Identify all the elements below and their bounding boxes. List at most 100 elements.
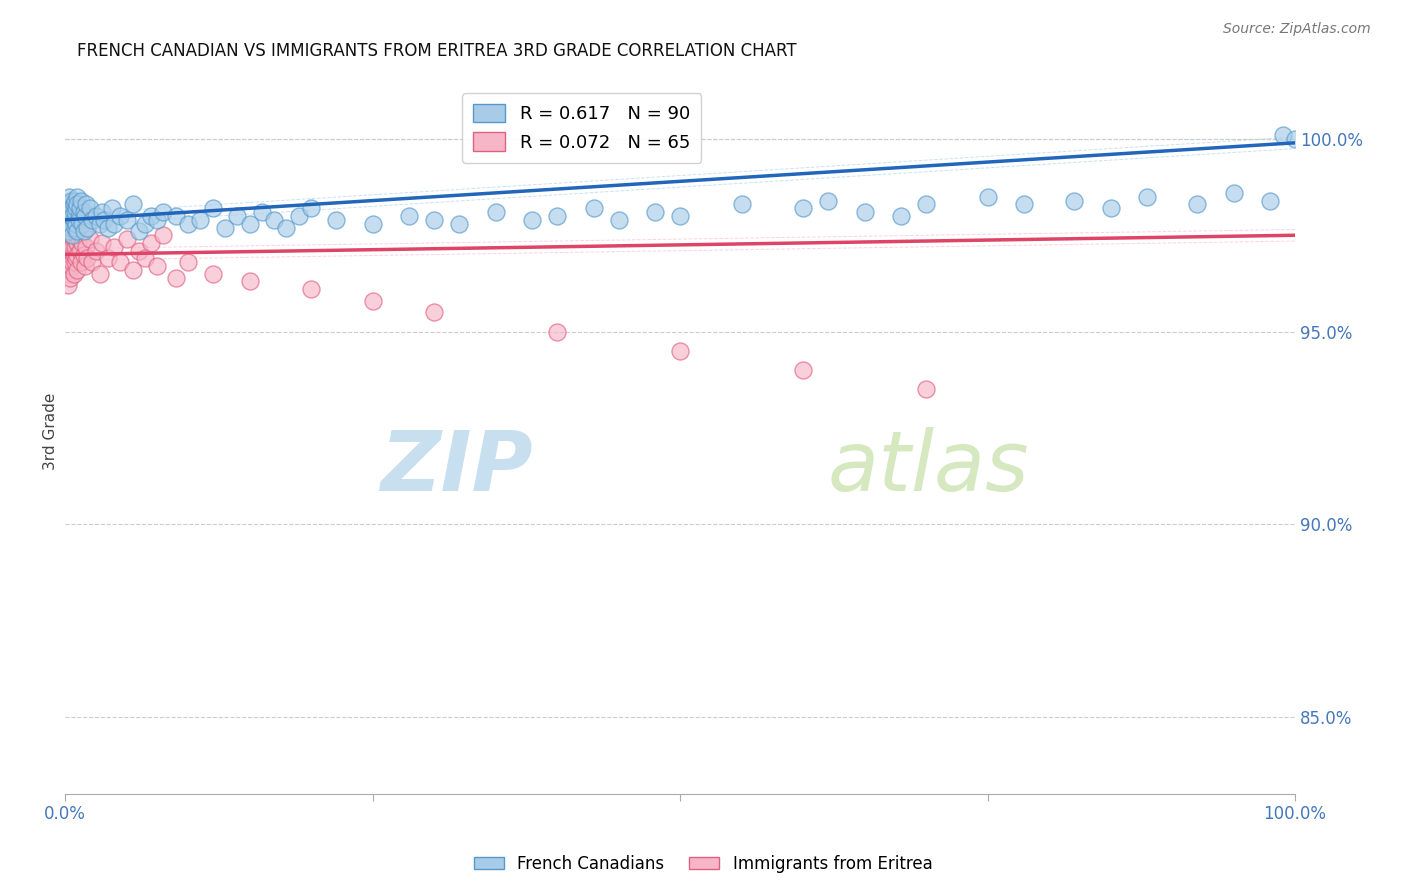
Point xyxy=(669,209,692,223)
Point xyxy=(56,212,79,227)
Text: Source: ZipAtlas.com: Source: ZipAtlas.com xyxy=(1223,22,1371,37)
Point xyxy=(146,212,169,227)
Legend: R = 0.617   N = 90, R = 0.072   N = 65: R = 0.617 N = 90, R = 0.072 N = 65 xyxy=(463,93,702,162)
Point xyxy=(361,217,384,231)
Point xyxy=(146,259,169,273)
Point xyxy=(69,202,91,216)
Point xyxy=(522,212,544,227)
Point xyxy=(730,197,752,211)
Point xyxy=(141,235,163,250)
Point xyxy=(59,232,82,246)
Point xyxy=(103,217,125,231)
Point xyxy=(59,244,82,258)
Point xyxy=(79,202,101,216)
Point xyxy=(65,217,87,231)
Point xyxy=(55,255,77,269)
Point xyxy=(62,212,84,227)
Point xyxy=(423,212,446,227)
Point xyxy=(89,267,111,281)
Point xyxy=(75,240,97,254)
Point xyxy=(1222,186,1244,200)
Point xyxy=(976,190,998,204)
Point xyxy=(915,197,938,211)
Point xyxy=(669,343,692,358)
Point xyxy=(73,259,96,273)
Point xyxy=(546,209,568,223)
Point xyxy=(72,205,94,219)
Point xyxy=(93,212,115,227)
Point xyxy=(128,244,150,258)
Point xyxy=(59,217,82,231)
Point xyxy=(103,240,125,254)
Text: atlas: atlas xyxy=(828,427,1029,508)
Legend: French Canadians, Immigrants from Eritrea: French Canadians, Immigrants from Eritre… xyxy=(467,848,939,880)
Point xyxy=(177,255,200,269)
Point xyxy=(58,235,80,250)
Point xyxy=(67,209,90,223)
Point xyxy=(134,217,156,231)
Point xyxy=(56,267,79,281)
Point xyxy=(299,282,322,296)
Point xyxy=(128,224,150,238)
Point xyxy=(201,202,224,216)
Point xyxy=(1099,202,1122,216)
Point xyxy=(60,194,83,208)
Point xyxy=(56,224,79,238)
Point xyxy=(76,220,98,235)
Point xyxy=(60,247,83,261)
Point xyxy=(546,325,568,339)
Point xyxy=(1271,128,1294,142)
Point xyxy=(84,244,107,258)
Point xyxy=(67,232,90,246)
Point xyxy=(1284,132,1306,146)
Point xyxy=(58,197,80,211)
Point xyxy=(91,205,114,219)
Point xyxy=(62,247,84,261)
Point xyxy=(63,240,86,254)
Point xyxy=(60,235,83,250)
Point xyxy=(190,212,212,227)
Point xyxy=(59,205,82,219)
Point xyxy=(58,228,80,243)
Point xyxy=(792,363,814,377)
Point xyxy=(62,209,84,223)
Point xyxy=(59,270,82,285)
Point xyxy=(890,209,912,223)
Point xyxy=(66,197,89,211)
Point xyxy=(63,205,86,219)
Point xyxy=(121,197,143,211)
Point xyxy=(82,212,104,227)
Point xyxy=(62,197,84,211)
Point xyxy=(66,235,89,250)
Point xyxy=(60,220,83,235)
Text: FRENCH CANADIAN VS IMMIGRANTS FROM ERITREA 3RD GRADE CORRELATION CHART: FRENCH CANADIAN VS IMMIGRANTS FROM ERITR… xyxy=(77,42,797,60)
Point xyxy=(152,228,174,243)
Point xyxy=(55,240,77,254)
Point xyxy=(121,263,143,277)
Point xyxy=(177,217,200,231)
Point xyxy=(1260,194,1282,208)
Point xyxy=(62,255,84,269)
Point xyxy=(72,224,94,238)
Y-axis label: 3rd Grade: 3rd Grade xyxy=(44,393,58,470)
Point xyxy=(62,228,84,243)
Point xyxy=(58,224,80,238)
Point xyxy=(84,209,107,223)
Point xyxy=(66,247,89,261)
Point xyxy=(287,209,309,223)
Point xyxy=(110,255,132,269)
Point xyxy=(72,247,94,261)
Point xyxy=(484,205,506,219)
Point xyxy=(66,224,89,238)
Point xyxy=(97,252,120,266)
Point xyxy=(263,212,285,227)
Point xyxy=(60,259,83,273)
Point xyxy=(65,202,87,216)
Point xyxy=(582,202,605,216)
Point xyxy=(226,209,249,223)
Point xyxy=(325,212,347,227)
Point xyxy=(915,382,938,396)
Point xyxy=(115,232,138,246)
Point xyxy=(58,252,80,266)
Point xyxy=(361,293,384,308)
